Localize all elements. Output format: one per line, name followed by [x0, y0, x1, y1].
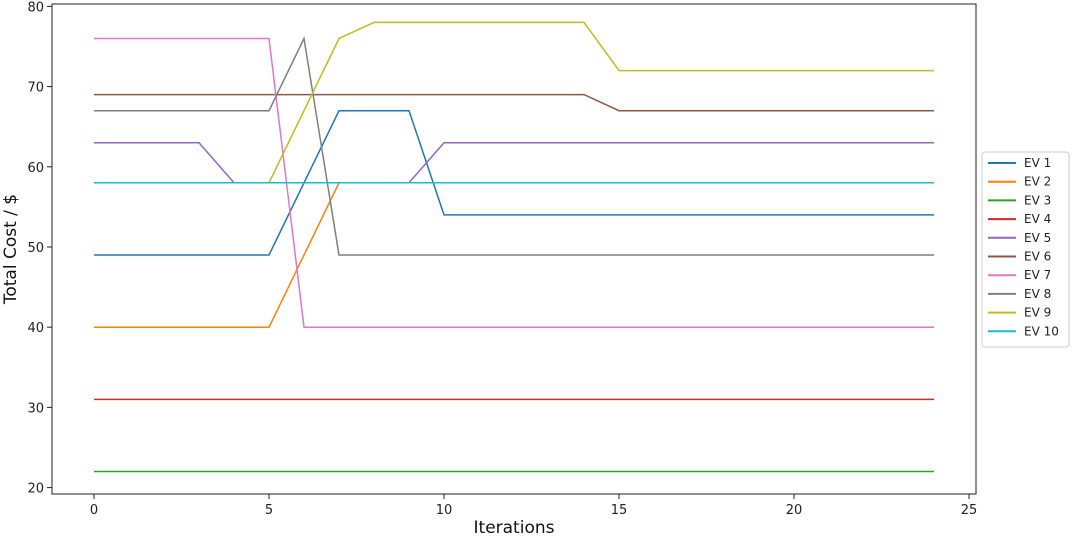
x-tick-label: 15 — [611, 503, 628, 518]
x-axis-label: Iterations — [474, 518, 555, 536]
x-tick-label: 10 — [436, 503, 453, 518]
plot-frame — [51, 3, 977, 495]
legend-label: EV 6 — [1024, 250, 1051, 264]
y-axis-ticks: 20 30 40 50 60 70 80 — [27, 0, 52, 497]
y-tick-label: 80 — [27, 0, 44, 15]
legend-label: EV 9 — [1024, 306, 1051, 320]
y-tick-label: 70 — [27, 81, 44, 96]
series-line-ev-1 — [94, 109, 934, 256]
legend-label: EV 2 — [1024, 175, 1051, 189]
legend-label: EV 8 — [1024, 287, 1051, 301]
series-line-ev-2 — [94, 182, 340, 328]
y-tick-label: 60 — [27, 161, 44, 176]
y-axis-label: Total Cost / $ — [1, 194, 21, 305]
y-tick-label: 30 — [27, 401, 44, 416]
series-line-ev-5 — [94, 141, 934, 184]
legend: EV 1 EV 2 EV 3 EV 4 EV 5 EV 6 EV 7 EV 8 EV 9 EV 1… — [981, 151, 1070, 348]
series-line-ev-9 — [268, 21, 934, 184]
y-tick-label: 20 — [27, 482, 44, 497]
x-tick-label: 20 — [786, 503, 803, 518]
x-tick-label: 5 — [265, 503, 273, 518]
y-tick-label: 50 — [27, 241, 44, 256]
legend-label: EV 1 — [1024, 156, 1051, 170]
series-line-ev-8 — [94, 36, 934, 256]
legend-label: EV 4 — [1024, 212, 1051, 226]
legend-label: EV 10 — [1024, 324, 1059, 338]
legend-label: EV 5 — [1024, 231, 1051, 245]
x-axis-ticks: 0 5 10 15 20 25 — [90, 494, 977, 518]
series-lines — [94, 21, 934, 473]
y-tick-label: 40 — [27, 321, 44, 336]
x-tick-label: 25 — [961, 503, 978, 518]
legend-label: EV 7 — [1024, 268, 1051, 282]
legend-label: EV 3 — [1024, 193, 1051, 207]
x-tick-label: 0 — [90, 503, 98, 518]
series-line-ev-6 — [94, 93, 934, 112]
